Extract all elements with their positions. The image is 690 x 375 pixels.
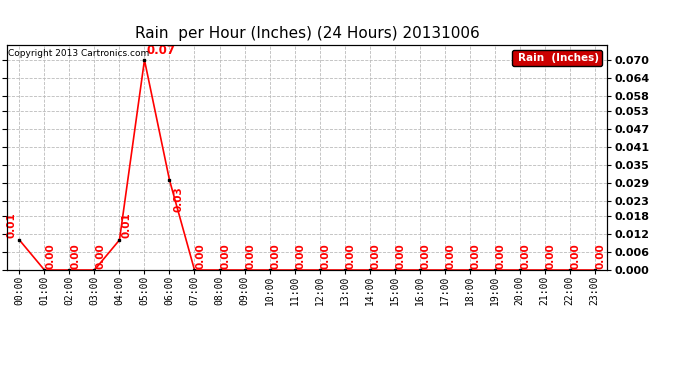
Text: 0.00: 0.00 (396, 243, 406, 269)
Text: 0.00: 0.00 (70, 243, 81, 269)
Title: Rain  per Hour (Inches) (24 Hours) 20131006: Rain per Hour (Inches) (24 Hours) 201310… (135, 26, 480, 41)
Text: 0.00: 0.00 (46, 243, 56, 269)
Text: 0.00: 0.00 (471, 243, 481, 269)
Text: 0.00: 0.00 (421, 243, 431, 269)
Text: 0.00: 0.00 (546, 243, 556, 269)
Text: 0.00: 0.00 (196, 243, 206, 269)
Text: 0.00: 0.00 (296, 243, 306, 269)
Text: 0.00: 0.00 (446, 243, 456, 269)
Text: 0.00: 0.00 (346, 243, 356, 269)
Text: 0.00: 0.00 (571, 243, 581, 269)
Text: Copyright 2013 Cartronics.com: Copyright 2013 Cartronics.com (8, 50, 149, 58)
Text: 0.00: 0.00 (221, 243, 230, 269)
Text: 0.00: 0.00 (96, 243, 106, 269)
Legend: Rain  (Inches): Rain (Inches) (511, 50, 602, 66)
Text: 0.01: 0.01 (7, 213, 17, 238)
Text: 0.07: 0.07 (146, 44, 175, 57)
Text: 0.00: 0.00 (321, 243, 331, 269)
Text: 0.00: 0.00 (270, 243, 281, 269)
Text: 0.00: 0.00 (496, 243, 506, 269)
Text: 0.00: 0.00 (521, 243, 531, 269)
Text: 0.00: 0.00 (371, 243, 381, 269)
Text: 0.00: 0.00 (596, 243, 606, 269)
Text: 0.01: 0.01 (122, 213, 132, 238)
Text: 0.00: 0.00 (246, 243, 256, 269)
Text: 0.03: 0.03 (173, 186, 184, 212)
